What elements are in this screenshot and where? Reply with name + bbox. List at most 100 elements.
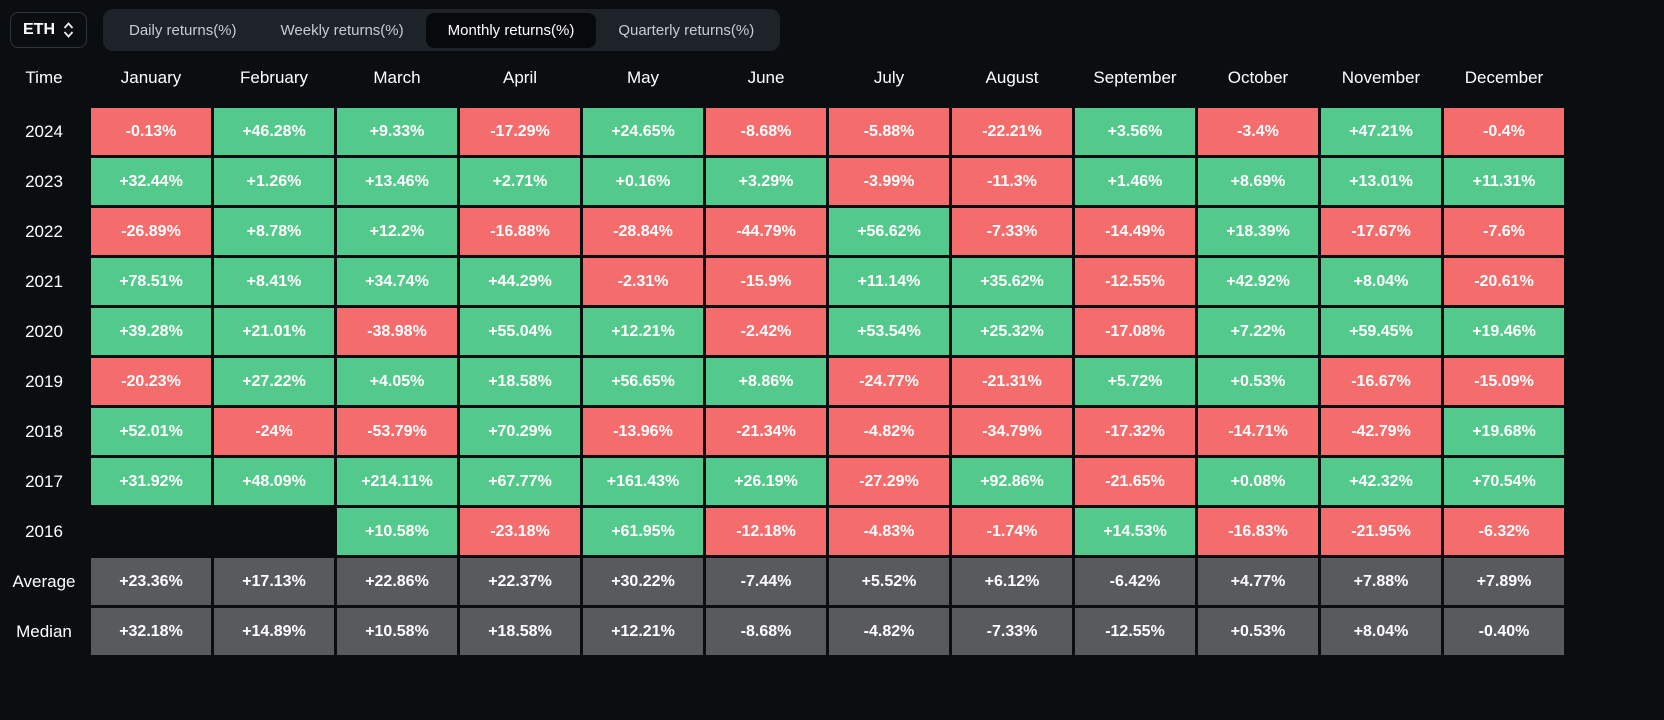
return-cell-average-june: -7.44% xyxy=(706,558,826,605)
return-cell-2018-march: -53.79% xyxy=(337,408,457,455)
return-cell-2023-may: +0.16% xyxy=(583,158,703,205)
tab-quarterly-returns[interactable]: Quarterly returns(%) xyxy=(618,21,755,39)
month-header-july: July xyxy=(873,68,905,87)
month-header-may: May xyxy=(626,68,660,87)
return-cell-2017-october: +0.08% xyxy=(1198,458,1318,505)
returns-tabbar: Daily returns(%) Weekly returns(%) Monthly… xyxy=(103,9,781,51)
month-header-june: June xyxy=(747,68,785,87)
return-cell-2018-february: -24% xyxy=(214,408,334,455)
return-cell-average-november: +7.88% xyxy=(1321,558,1441,605)
row-label-2019: 2019 xyxy=(25,371,63,391)
return-cell-median-february: +14.89% xyxy=(214,608,334,655)
return-cell-2021-april: +44.29% xyxy=(460,258,580,305)
month-header-december: December xyxy=(1464,68,1544,87)
return-cell-2023-july: -3.99% xyxy=(829,158,949,205)
return-cell-2023-august: -11.3% xyxy=(952,158,1072,205)
return-cell-2019-june: +8.86% xyxy=(706,358,826,405)
return-cell-2020-july: +53.54% xyxy=(829,308,949,355)
return-cell-average-september: -6.42% xyxy=(1075,558,1195,605)
return-cell-2017-september: -21.65% xyxy=(1075,458,1195,505)
return-cell-median-june: -8.68% xyxy=(706,608,826,655)
return-cell-2019-december: -15.09% xyxy=(1444,358,1564,405)
month-header-february: February xyxy=(239,68,309,87)
return-cell-2021-november: +8.04% xyxy=(1321,258,1441,305)
return-cell-average-july: +5.52% xyxy=(829,558,949,605)
return-cell-2022-september: -14.49% xyxy=(1075,208,1195,255)
return-cell-2017-december: +70.54% xyxy=(1444,458,1564,505)
return-cell-median-july: -4.82% xyxy=(829,608,949,655)
return-cell-2021-july: +11.14% xyxy=(829,258,949,305)
return-cell-2024-february: +46.28% xyxy=(214,108,334,155)
row-label-2017: 2017 xyxy=(25,471,63,491)
return-cell-2019-july: -24.77% xyxy=(829,358,949,405)
return-cell-2018-november: -42.79% xyxy=(1321,408,1441,455)
return-cell-2020-november: +59.45% xyxy=(1321,308,1441,355)
return-cell-2023-april: +2.71% xyxy=(460,158,580,205)
return-cell-2017-march: +214.11% xyxy=(337,458,457,505)
return-cell-2017-june: +26.19% xyxy=(706,458,826,505)
return-cell-2022-august: -7.33% xyxy=(952,208,1072,255)
tab-daily-returns[interactable]: Daily returns(%) xyxy=(129,21,237,39)
return-cell-2018-december: +19.68% xyxy=(1444,408,1564,455)
month-header-january: January xyxy=(120,68,182,87)
month-header-august: August xyxy=(985,68,1039,87)
month-header-november: November xyxy=(1341,68,1421,87)
return-cell-2021-september: -12.55% xyxy=(1075,258,1195,305)
return-cell-median-october: +0.53% xyxy=(1198,608,1318,655)
return-cell-2016-may: +61.95% xyxy=(583,508,703,555)
tab-monthly-returns[interactable]: Monthly returns(%) xyxy=(425,12,597,48)
tab-weekly-returns[interactable]: Weekly returns(%) xyxy=(280,21,404,39)
return-cell-average-april: +22.37% xyxy=(460,558,580,605)
return-cell-2019-august: -21.31% xyxy=(952,358,1072,405)
return-cell-median-january: +32.18% xyxy=(91,608,211,655)
return-cell-median-august: -7.33% xyxy=(952,608,1072,655)
return-cell-average-august: +6.12% xyxy=(952,558,1072,605)
return-cell-2022-october: +18.39% xyxy=(1198,208,1318,255)
return-cell-2022-january: -26.89% xyxy=(91,208,211,255)
return-cell-2016-december: -6.32% xyxy=(1444,508,1564,555)
return-cell-2023-january: +32.44% xyxy=(91,158,211,205)
return-cell-median-september: -12.55% xyxy=(1075,608,1195,655)
return-cell-2016-september: +14.53% xyxy=(1075,508,1195,555)
return-cell-2024-december: -0.4% xyxy=(1444,108,1564,155)
return-cell-2017-august: +92.86% xyxy=(952,458,1072,505)
return-cell-2019-january: -20.23% xyxy=(91,358,211,405)
return-cell-2023-february: +1.26% xyxy=(214,158,334,205)
return-cell-2021-october: +42.92% xyxy=(1198,258,1318,305)
return-cell-2019-may: +56.65% xyxy=(583,358,703,405)
return-cell-2016-november: -21.95% xyxy=(1321,508,1441,555)
return-cell-2020-september: -17.08% xyxy=(1075,308,1195,355)
return-cell-2024-august: -22.21% xyxy=(952,108,1072,155)
return-cell-2020-august: +25.32% xyxy=(952,308,1072,355)
return-cell-2018-july: -4.82% xyxy=(829,408,949,455)
return-cell-2023-march: +13.46% xyxy=(337,158,457,205)
return-cell-2018-august: -34.79% xyxy=(952,408,1072,455)
return-cell-2017-may: +161.43% xyxy=(583,458,703,505)
asset-select[interactable]: ETH xyxy=(10,12,87,48)
return-cell-2020-february: +21.01% xyxy=(214,308,334,355)
return-cell-2020-october: +7.22% xyxy=(1198,308,1318,355)
month-header-april: April xyxy=(502,68,537,87)
return-cell-2022-may: -28.84% xyxy=(583,208,703,255)
return-cell-2020-june: -2.42% xyxy=(706,308,826,355)
return-cell-2024-july: -5.88% xyxy=(829,108,949,155)
return-cell-average-january: +23.36% xyxy=(91,558,211,605)
return-cell-2019-february: +27.22% xyxy=(214,358,334,405)
return-cell-2022-march: +12.2% xyxy=(337,208,457,255)
return-cell-2020-april: +55.04% xyxy=(460,308,580,355)
month-header-march: March xyxy=(373,68,421,87)
row-label-2020: 2020 xyxy=(25,321,63,341)
return-cell-median-march: +10.58% xyxy=(337,608,457,655)
return-cell-2024-march: +9.33% xyxy=(337,108,457,155)
return-cell-2016-march: +10.58% xyxy=(337,508,457,555)
return-cell-2023-september: +1.46% xyxy=(1075,158,1195,205)
return-cell-2022-july: +56.62% xyxy=(829,208,949,255)
return-cell-2017-february: +48.09% xyxy=(214,458,334,505)
row-label-2022: 2022 xyxy=(25,221,63,241)
return-cell-2023-october: +8.69% xyxy=(1198,158,1318,205)
return-cell-2016-july: -4.83% xyxy=(829,508,949,555)
return-cell-2023-december: +11.31% xyxy=(1444,158,1564,205)
row-label-average: Average xyxy=(12,571,76,591)
return-cell-2020-march: -38.98% xyxy=(337,308,457,355)
row-label-2024: 2024 xyxy=(25,121,63,141)
